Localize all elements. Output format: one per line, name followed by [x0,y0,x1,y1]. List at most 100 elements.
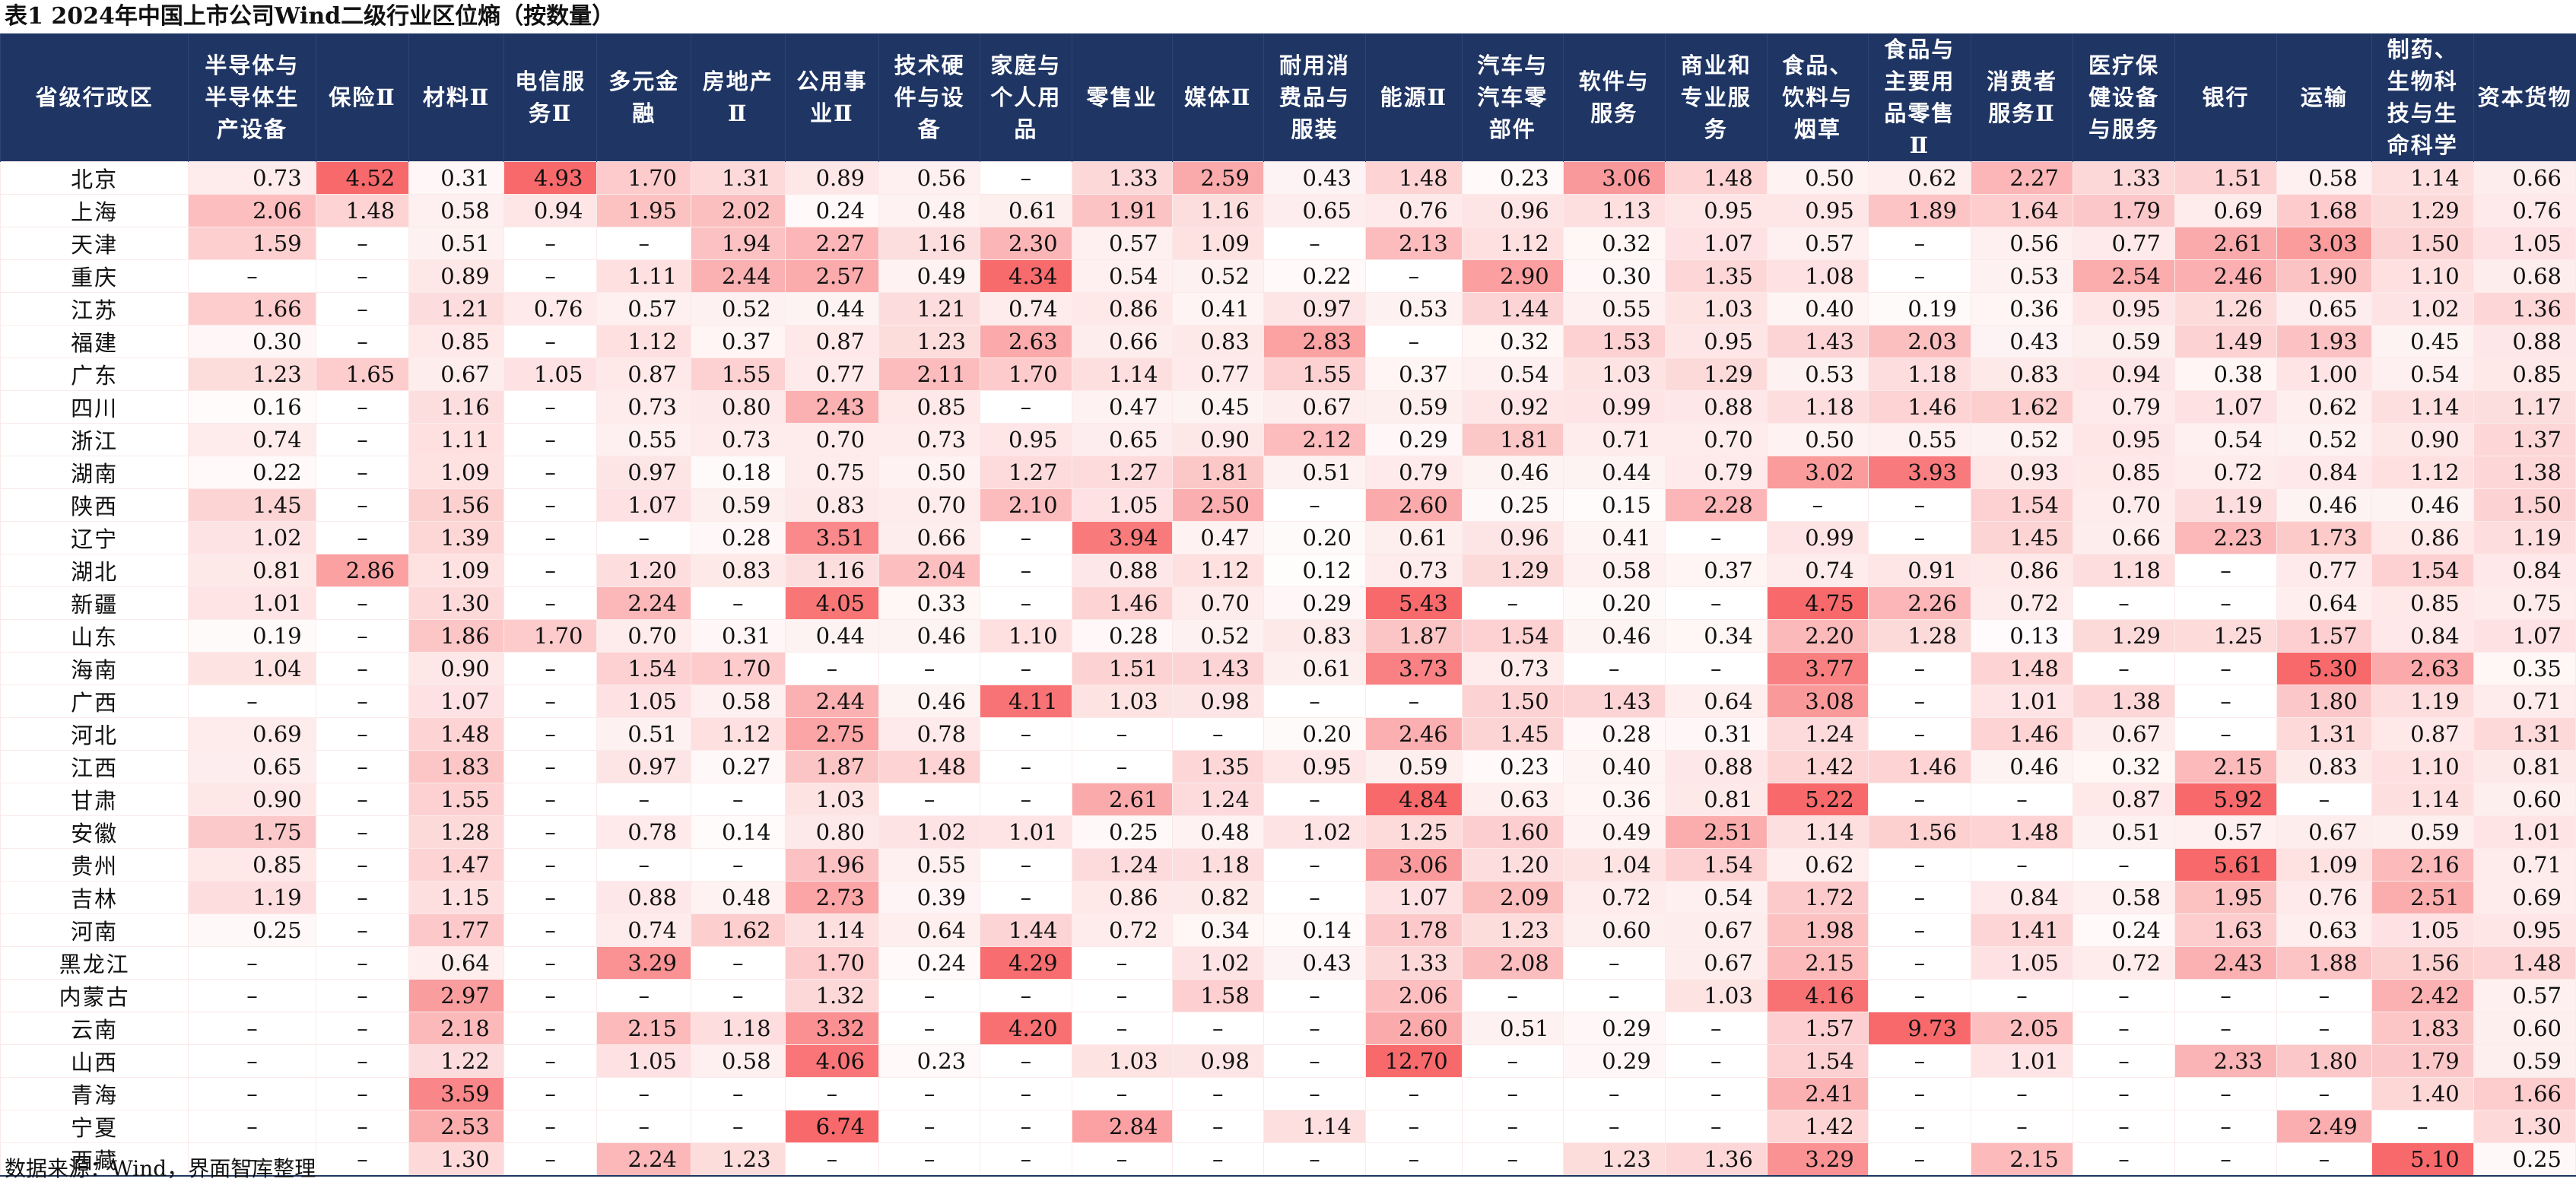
value-cell: 0.55 [1867,423,1971,456]
value-cell: 0.85 [2371,586,2474,620]
value-cell: 1.03 [1664,292,1768,326]
column-header-industry: 技术硬 件与设 备 [878,33,980,162]
value-cell: 0.87 [784,325,880,358]
value-cell: – [315,488,410,522]
value-cell: 1.42 [1766,750,1869,783]
value-cell: – [1970,979,2073,1012]
value-cell: 0.67 [2072,717,2176,751]
value-cell: 1.19 [2371,685,2474,718]
value-cell: – [1263,227,1367,260]
column-header-industry: 食品、 饮料与 烟草 [1766,33,1869,162]
value-cell: 0.63 [2276,913,2372,947]
value-cell: – [784,1077,880,1110]
province-name-cell: 湖南 [0,456,189,489]
value-cell: 0.45 [1171,390,1264,424]
column-header-industry: 商业和 专业服 务 [1664,33,1768,162]
value-cell: 1.70 [503,619,598,653]
value-cell: – [188,979,316,1012]
value-cell: 1.45 [1461,717,1564,751]
value-cell: 0.71 [2473,848,2576,882]
value-cell: 0.29 [1365,423,1463,456]
value-cell: 0.54 [1664,881,1768,914]
value-cell: 2.05 [1970,1012,2073,1045]
value-cell: – [2174,586,2278,620]
value-cell: 0.79 [1664,456,1768,489]
value-cell: – [878,1142,981,1177]
value-cell: 2.61 [2174,227,2278,260]
value-cell: – [1562,1077,1666,1110]
value-cell: 0.58 [690,1044,786,1078]
value-cell: 0.66 [2072,521,2176,554]
value-cell: 0.99 [1766,521,1869,554]
value-cell: – [596,227,691,260]
value-cell: 1.48 [408,717,504,751]
value-cell: – [503,913,598,947]
value-cell: 2.02 [690,194,786,227]
value-cell: 0.70 [596,619,691,653]
value-cell: 1.14 [784,913,880,947]
value-cell: – [1867,979,1971,1012]
value-cell: – [596,521,691,554]
value-cell: – [1664,586,1768,620]
value-cell: 1.07 [596,488,691,522]
value-cell: – [1171,717,1264,751]
table-row: 山西 – –1.22–1.05 0.58 4.06 0.23–1.03 0.98–12.70… [0,1044,2576,1078]
value-cell: 0.29 [1263,586,1367,620]
value-cell: 1.81 [1461,423,1564,456]
province-name-cell: 湖北 [0,554,189,587]
value-cell: 3.08 [1766,685,1869,718]
value-cell: – [315,1044,410,1078]
value-cell: 0.60 [2473,783,2576,816]
value-cell: – [1263,979,1367,1012]
value-cell: – [315,325,410,358]
value-cell: 1.78 [1365,913,1463,947]
value-cell: 0.40 [1766,292,1869,326]
value-cell: 0.22 [1263,259,1367,293]
value-cell: 2.15 [2174,750,2278,783]
value-cell: – [315,586,410,620]
value-cell: 1.88 [2276,946,2372,980]
value-cell: 0.64 [1664,685,1768,718]
value-cell: 4.93 [503,161,598,195]
value-cell: – [503,227,598,260]
value-cell: 0.85 [2473,357,2576,391]
value-cell: – [1365,1110,1463,1143]
value-cell: 0.48 [690,881,786,914]
value-cell: 0.55 [596,423,691,456]
value-cell: – [2371,1110,2474,1143]
value-cell: 0.83 [1171,325,1264,358]
value-cell: 0.70 [784,423,880,456]
value-cell: 0.94 [503,194,598,227]
table-row: 河北 0.69–1.48–0.51 1.12 2.75 0.78– – –0.20 2.46 1… [0,717,2576,751]
value-cell: 1.66 [188,292,316,326]
value-cell: 2.86 [315,554,410,587]
value-cell: 1.43 [1171,652,1264,685]
value-cell: 1.94 [690,227,786,260]
value-cell: 1.75 [188,815,316,849]
value-cell: – [1071,1077,1173,1110]
value-cell: 0.33 [878,586,981,620]
value-cell: – [315,717,410,751]
value-cell: – [980,554,1072,587]
value-cell: 1.79 [2072,194,2176,227]
value-cell: 1.14 [1263,1110,1367,1143]
value-cell: – [188,946,316,980]
value-cell: 1.54 [1766,1044,1869,1078]
value-cell: 1.46 [1071,586,1173,620]
value-cell: 0.23 [878,1044,981,1078]
value-cell: – [878,1077,981,1110]
value-cell: 1.30 [408,586,504,620]
value-cell: 0.44 [784,292,880,326]
value-cell: 1.54 [1664,848,1768,882]
value-cell: 0.76 [2276,881,2372,914]
value-cell: 0.95 [1664,325,1768,358]
value-cell: – [188,1110,316,1143]
province-name-cell: 北京 [0,161,189,195]
value-cell: 4.29 [980,946,1072,980]
value-cell: 0.85 [188,848,316,882]
value-cell: 0.90 [2371,423,2474,456]
value-cell: 0.75 [2473,586,2576,620]
value-cell: 0.57 [2473,979,2576,1012]
value-cell: 1.07 [408,685,504,718]
value-cell: 0.95 [2072,292,2176,326]
